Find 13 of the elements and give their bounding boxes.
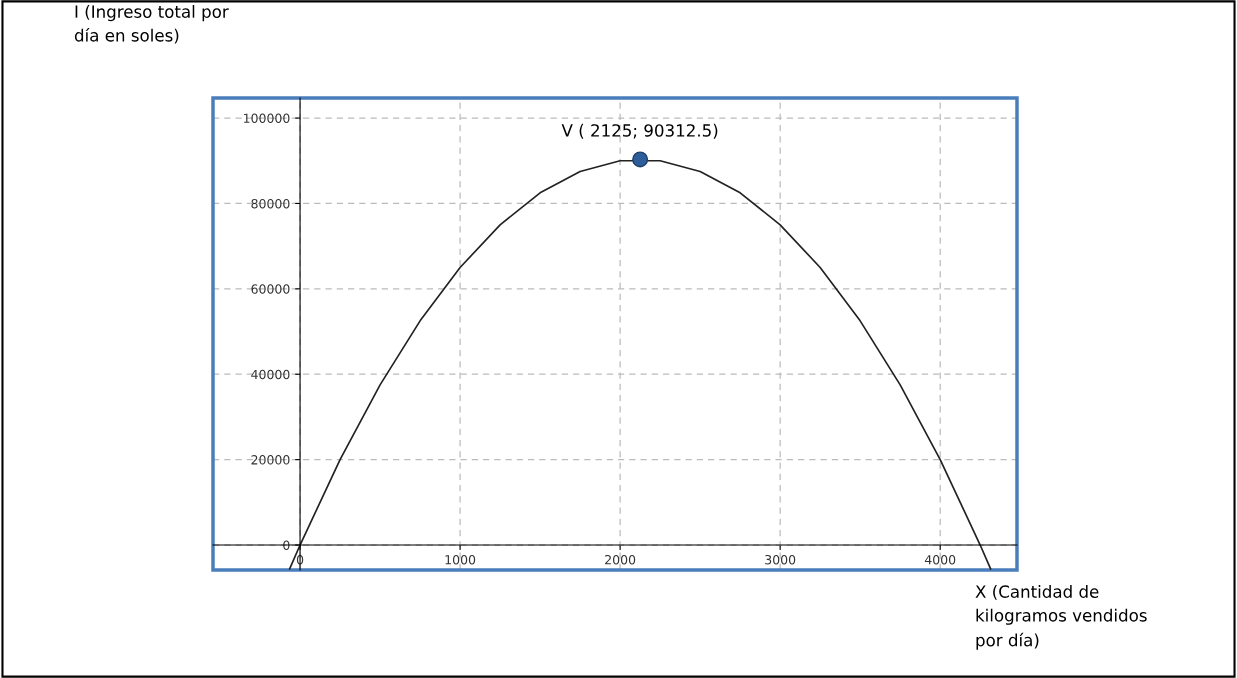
x-tick-label: 1000: [445, 554, 476, 565]
x-tick-label: 2000: [605, 554, 636, 565]
y-tick-label: 20000: [251, 455, 290, 465]
x-tick-label: 4000: [924, 554, 956, 565]
y-axis-title: I (Ingreso total por día en soles): [74, 5, 229, 44]
x-axis-title: X (Cantidad de kilogramos vendidos por día): [975, 585, 1147, 650]
y-tick-label: 100000: [243, 113, 290, 123]
y-tick-label: 60000: [251, 284, 290, 294]
line-series: [288, 159, 992, 570]
annotation: V ( 2125; 90312.5): [561, 123, 718, 139]
x-tick-label: 3000: [765, 554, 796, 565]
y-tick-label: 40000: [251, 369, 290, 380]
y-tick-label: 80000: [251, 198, 290, 209]
